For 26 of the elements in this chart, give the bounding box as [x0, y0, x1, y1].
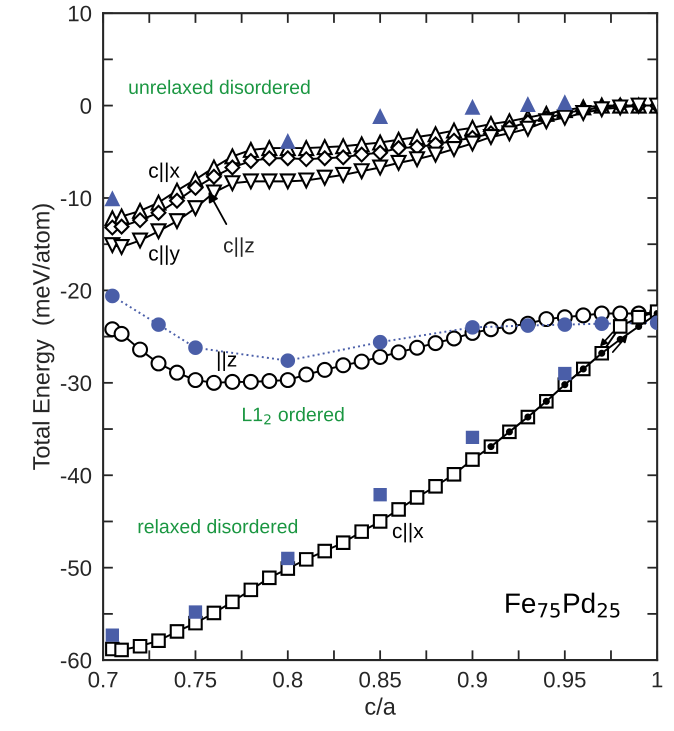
x-tick-label: 0.85 — [359, 672, 401, 688]
y-tick-label: -60 — [60, 652, 92, 668]
x-tick-label: 0.9 — [458, 672, 487, 688]
x-axis-title: c/a — [365, 697, 396, 715]
x-tick-label: 0.95 — [544, 672, 586, 688]
annotation: unrelaxed disordered — [129, 80, 310, 94]
y-tick-label: 0 — [80, 98, 92, 114]
y-axis-title: Total Energy (meV/atom) — [32, 204, 54, 470]
y-tick-label: -30 — [60, 375, 92, 392]
x-tick-label: 0.75 — [174, 672, 216, 688]
annotation: c||z — [224, 237, 254, 257]
y-tick-label: -20 — [60, 282, 92, 299]
y-tick-label: 10 — [68, 6, 92, 22]
annotation: c||y — [149, 245, 180, 265]
annotation: ||z — [218, 351, 236, 371]
x-tick-label: 0.7 — [88, 672, 118, 688]
y-tick-label: -40 — [60, 468, 92, 484]
y-tick-label: -50 — [60, 560, 92, 576]
annotation: c||x — [149, 162, 180, 182]
annotation: relaxed disordered — [138, 519, 298, 534]
annotation: L1$_{2}$ ordered — [243, 407, 344, 424]
annotation: c||x — [392, 522, 424, 542]
x-tick-label: 1 — [652, 672, 662, 688]
x-tick-label: 0.8 — [273, 672, 302, 688]
y-tick-label: -10 — [60, 190, 92, 206]
annotation: Fe$_{75}$Pd$_{25}$ — [506, 592, 620, 618]
